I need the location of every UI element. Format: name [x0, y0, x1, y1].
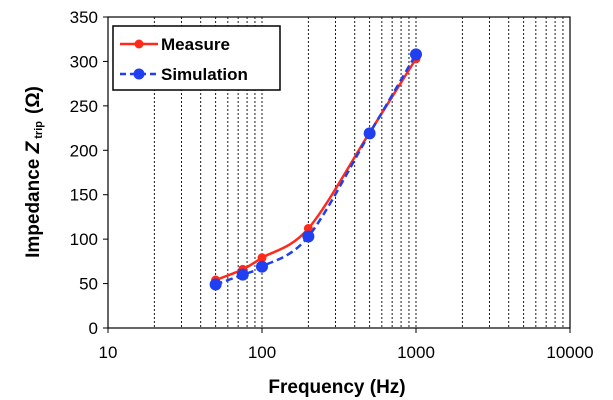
data-point [257, 253, 267, 263]
legend: Measure Simulation [112, 25, 281, 91]
y-axis-title-sub: trip [33, 121, 45, 139]
legend-measure-label: Measure [161, 35, 230, 54]
y-axis-title-main: Impedance [23, 153, 44, 258]
x-tick-label: 10000 [546, 343, 593, 362]
legend-measure-marker [134, 39, 144, 49]
series [209, 48, 422, 291]
data-point [209, 278, 222, 291]
y-tick-label: 0 [89, 319, 98, 338]
legend-simulation-label: Simulation [161, 65, 248, 84]
plot-frame [107, 16, 571, 329]
y-tick-label: 50 [79, 275, 98, 294]
y-axis-title: Impedance Ztrip (Ω) [23, 86, 45, 258]
axis-ticks: 10 100 1000 10000 0 50 100 150 200 250 300 350 [70, 8, 594, 362]
x-tick-label: 10 [99, 343, 118, 362]
y-axis-title-unit: (Ω) [23, 86, 44, 114]
y-axis-title-var: Z [23, 140, 44, 154]
x-tick-label: 100 [248, 343, 276, 362]
data-point [303, 223, 313, 233]
y-tick-label: 300 [70, 52, 98, 71]
data-point [363, 127, 376, 140]
legend-simulation-marker [133, 68, 145, 80]
x-tick-label: 1000 [397, 343, 435, 362]
y-tick-label: 150 [70, 186, 98, 205]
data-point [256, 260, 268, 273]
legend-box [112, 25, 281, 91]
y-tick-label: 350 [70, 8, 98, 27]
data-point [236, 268, 249, 281]
data-point [410, 48, 422, 61]
y-tick-label: 100 [70, 230, 98, 249]
y-tick-label: 250 [70, 97, 98, 116]
x-axis-title: Frequency (Hz) [268, 377, 405, 398]
data-point [302, 230, 315, 243]
y-tick-label: 200 [70, 141, 98, 160]
series-simulation [209, 48, 422, 291]
